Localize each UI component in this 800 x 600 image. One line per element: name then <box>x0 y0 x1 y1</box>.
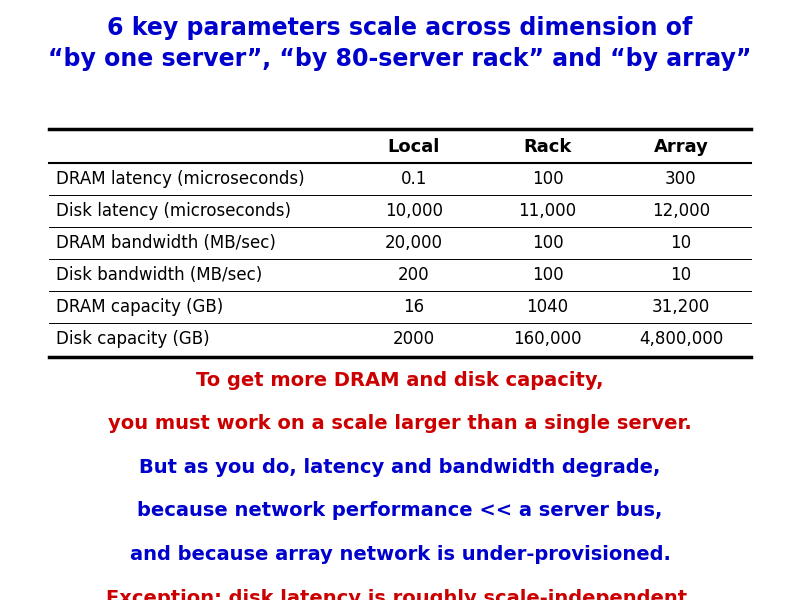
Text: Local: Local <box>388 139 440 157</box>
Text: you must work on a scale larger than a single server.: you must work on a scale larger than a s… <box>108 414 692 433</box>
Text: 0.1: 0.1 <box>401 170 427 188</box>
Text: Rack: Rack <box>523 139 572 157</box>
Text: 12,000: 12,000 <box>652 202 710 220</box>
Text: and because array network is under-provisioned.: and because array network is under-provi… <box>130 545 670 564</box>
Text: 2000: 2000 <box>393 330 435 348</box>
Text: Exception: disk latency is roughly scale-independent.: Exception: disk latency is roughly scale… <box>106 589 694 600</box>
Text: 20,000: 20,000 <box>385 234 443 252</box>
Text: 4,800,000: 4,800,000 <box>638 330 723 348</box>
Text: 10,000: 10,000 <box>385 202 443 220</box>
Text: 300: 300 <box>665 170 697 188</box>
Text: 31,200: 31,200 <box>652 298 710 316</box>
Text: Array: Array <box>654 139 708 157</box>
Text: DRAM latency (microseconds): DRAM latency (microseconds) <box>56 170 305 188</box>
Text: 100: 100 <box>532 170 563 188</box>
Text: 100: 100 <box>532 234 563 252</box>
Text: Disk capacity (GB): Disk capacity (GB) <box>56 330 210 348</box>
Text: 11,000: 11,000 <box>518 202 577 220</box>
Text: 200: 200 <box>398 266 430 284</box>
Text: 6 key parameters scale across dimension of
“by one server”, “by 80-server rack” : 6 key parameters scale across dimension … <box>48 16 752 71</box>
Text: 160,000: 160,000 <box>514 330 582 348</box>
Text: To get more DRAM and disk capacity,: To get more DRAM and disk capacity, <box>196 371 604 389</box>
Text: 10: 10 <box>670 266 691 284</box>
Text: Disk latency (microseconds): Disk latency (microseconds) <box>56 202 291 220</box>
Text: DRAM capacity (GB): DRAM capacity (GB) <box>56 298 223 316</box>
Text: DRAM bandwidth (MB/sec): DRAM bandwidth (MB/sec) <box>56 234 276 252</box>
Text: Disk bandwidth (MB/sec): Disk bandwidth (MB/sec) <box>56 266 262 284</box>
Text: 1040: 1040 <box>526 298 569 316</box>
Text: 100: 100 <box>532 266 563 284</box>
Text: 10: 10 <box>670 234 691 252</box>
Text: 16: 16 <box>403 298 425 316</box>
Text: because network performance << a server bus,: because network performance << a server … <box>138 502 662 520</box>
Text: But as you do, latency and bandwidth degrade,: But as you do, latency and bandwidth deg… <box>139 458 661 477</box>
